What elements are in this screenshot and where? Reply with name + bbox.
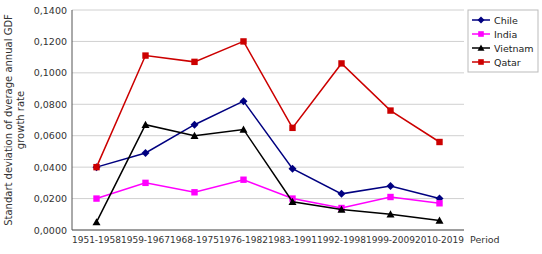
marker [191, 59, 197, 65]
y-tick-label: 0,0000 [34, 225, 67, 236]
marker [93, 163, 101, 171]
y-tick-label: 0,1400 [34, 5, 67, 16]
marker [387, 210, 395, 217]
grid-line [72, 72, 464, 73]
marker [387, 194, 393, 200]
marker [142, 121, 150, 128]
grid-line [72, 230, 464, 231]
legend-marker [478, 45, 485, 51]
marker [93, 218, 101, 225]
x-tick-label: 1959-1967 [121, 235, 170, 245]
y-tick-label: 0,1200 [34, 36, 67, 47]
marker [289, 198, 297, 205]
marker [387, 107, 393, 113]
x-tick-label: 1968-1975 [170, 235, 219, 245]
series [93, 97, 444, 202]
grid-line [72, 41, 464, 42]
x-axis: 1951-19581959-19671968-19751976-19821983… [72, 235, 464, 245]
marker [338, 60, 344, 66]
legend-label: Vietnam [494, 43, 534, 54]
series [93, 177, 442, 212]
marker [142, 149, 150, 157]
y-tick-label: 0,0200 [34, 193, 67, 204]
legend-marker [478, 59, 484, 65]
marker [142, 52, 148, 58]
y-tick-label: 0,0400 [34, 162, 67, 173]
legend-label: India [494, 29, 517, 40]
marker [387, 182, 395, 190]
line [97, 101, 440, 198]
marker [289, 125, 295, 131]
marker [338, 190, 346, 198]
y-tick-label: 0,0600 [34, 130, 67, 141]
legend-label: Qatar [494, 57, 521, 68]
x-tick-label: 1992-1998 [317, 235, 366, 245]
grid-line [72, 104, 464, 105]
marker [240, 177, 246, 183]
legend-marker [478, 17, 485, 24]
x-tick-label: 2010-2019 [415, 235, 464, 245]
legend-label: Chile [494, 15, 518, 26]
series [93, 38, 442, 170]
y-axis-label: Standart deviation of dverage annual GDF… [3, 14, 26, 226]
marker [240, 38, 246, 44]
legend-box [468, 10, 538, 72]
legend: Chile India Vietnam Qatar [468, 10, 538, 72]
marker [142, 180, 148, 186]
marker [436, 139, 442, 145]
line [97, 125, 440, 222]
background [0, 0, 542, 254]
marker [191, 132, 199, 139]
plot-area [93, 38, 444, 225]
series [93, 121, 444, 226]
marker [191, 189, 197, 195]
line [97, 180, 440, 208]
y-axis-line [72, 10, 73, 230]
grid-line [72, 10, 464, 11]
y-tick-label: 0,1000 [34, 67, 67, 78]
y-axis: 0,0000 0,0200 0,0400 0,0600 0,0800 0,1000 0,12… [34, 5, 67, 236]
grid [72, 10, 464, 230]
marker [436, 200, 442, 206]
legend-marker [478, 31, 484, 37]
x-axis-label: Period [470, 234, 500, 245]
marker [93, 164, 99, 170]
x-tick-label: 1983-1991 [268, 235, 317, 245]
marker [240, 97, 248, 105]
marker [436, 217, 444, 224]
marker [289, 165, 297, 173]
marker [191, 121, 199, 129]
x-tick-label: 1976-1982 [219, 235, 268, 245]
marker [338, 206, 346, 213]
marker [240, 125, 248, 132]
y-tick-label: 0,0800 [34, 99, 67, 110]
x-tick-label: 1951-1958 [72, 235, 121, 245]
marker [93, 195, 99, 201]
line [97, 41, 440, 167]
chart: 0,0000 0,0200 0,0400 0,0600 0,0800 0,1000 0,12… [0, 0, 542, 254]
x-tick-label: 1999-2009 [366, 235, 415, 245]
x-axis-line [72, 230, 464, 231]
